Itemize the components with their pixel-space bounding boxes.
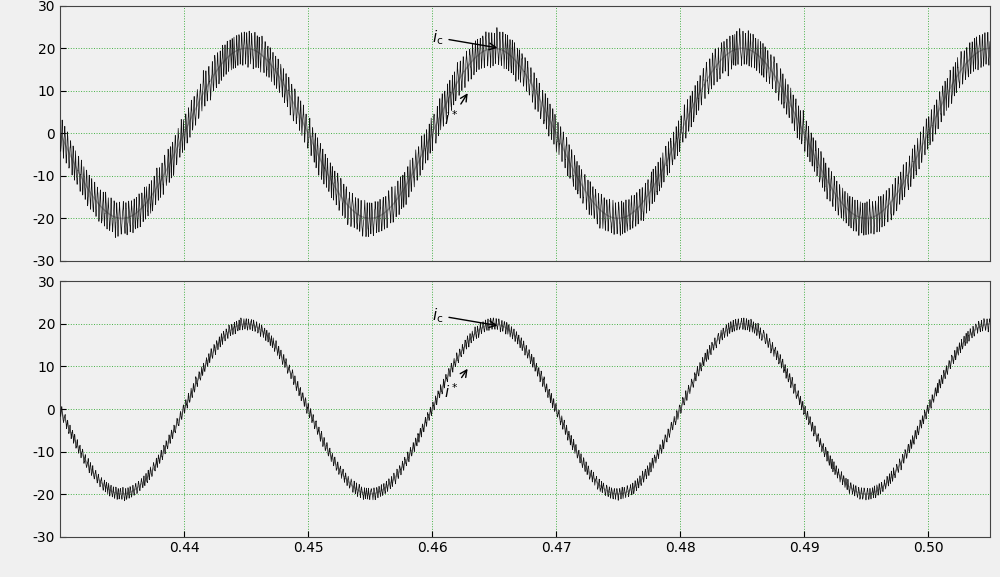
Text: $i^*$: $i^*$	[444, 370, 467, 402]
Text: $i_\mathrm{c}$: $i_\mathrm{c}$	[432, 306, 496, 328]
Text: $i_\mathrm{c}$: $i_\mathrm{c}$	[432, 28, 496, 50]
Text: $i^*$: $i^*$	[444, 95, 467, 128]
